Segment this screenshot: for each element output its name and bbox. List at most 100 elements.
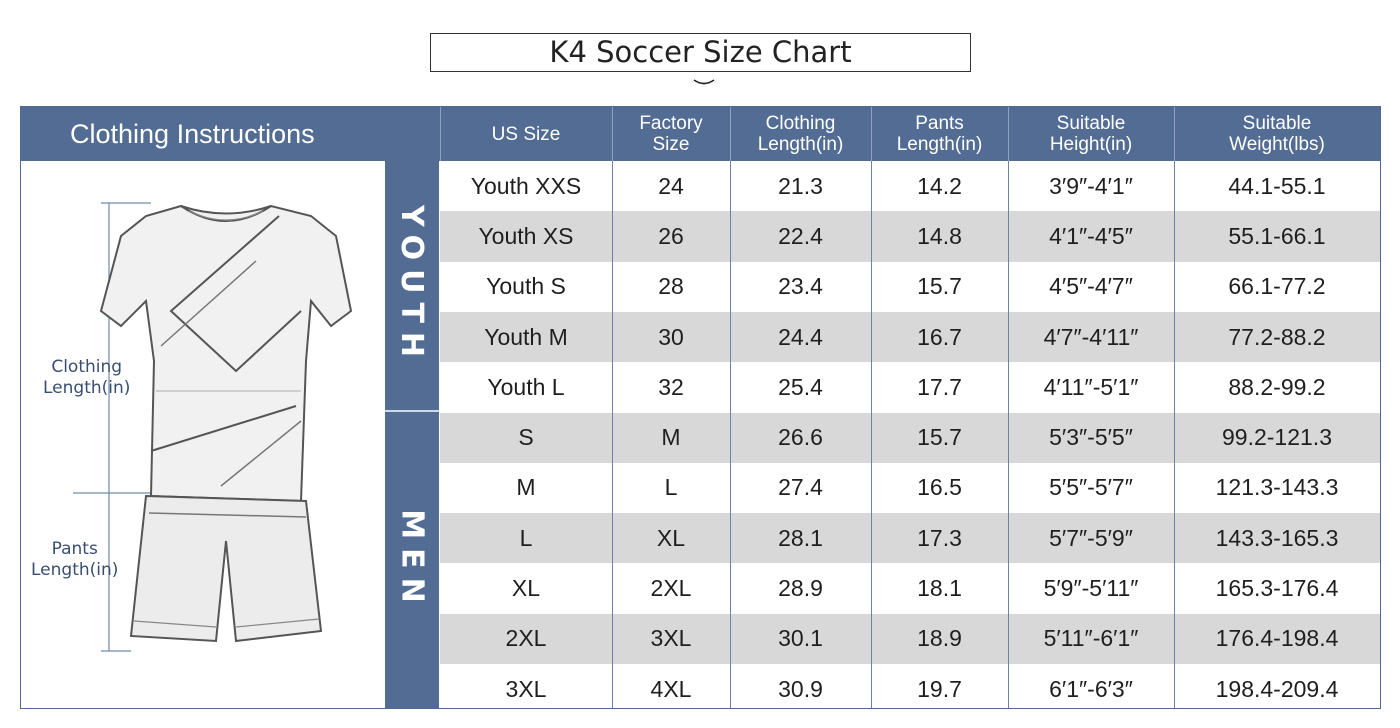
cell-factory-size: 26 bbox=[658, 222, 684, 249]
cell-suitable-weight: 99.2-121.3 bbox=[1222, 424, 1332, 451]
cell-clothing-length: 28.1 bbox=[778, 524, 823, 551]
column-divider bbox=[1008, 161, 1009, 708]
cell-pants-length: 15.7 bbox=[917, 424, 962, 451]
cell-suitable-height: 4′7″-4′11″ bbox=[1043, 323, 1139, 350]
clothing-length-label: Clothing Length(in) bbox=[43, 357, 131, 398]
chart-title: K4 Soccer Size Chart bbox=[430, 33, 971, 72]
cell-us-size: Youth L bbox=[487, 373, 565, 400]
cell-suitable-height: 4′5″-4′7″ bbox=[1049, 273, 1133, 300]
table-row: L XL 28.1 17.3 5′7″-5′9″ 143.3-165.3 bbox=[440, 513, 1380, 564]
cell-suitable-height: 5′3″-5′5″ bbox=[1049, 424, 1133, 451]
cell-suitable-weight: 165.3-176.4 bbox=[1215, 575, 1339, 602]
table-row: 3XL 4XL 30.9 19.7 6′1″-6′3″ 198.4-209.4 bbox=[440, 664, 1380, 714]
header-us-size: US Size bbox=[491, 123, 561, 145]
header-pants-length: Pants Length(in) bbox=[896, 113, 983, 155]
table-row: Youth XS 26 22.4 14.8 4′1″-4′5″ 55.1-66.1 bbox=[440, 211, 1380, 262]
cell-suitable-height: 4′11″-5′1″ bbox=[1043, 373, 1139, 400]
cell-suitable-weight: 176.4-198.4 bbox=[1215, 625, 1339, 652]
cell-us-size: Youth M bbox=[484, 323, 568, 350]
table-row: M L 27.4 16.5 5′5″-5′7″ 121.3-143.3 bbox=[440, 463, 1380, 513]
cell-factory-size: 30 bbox=[658, 323, 684, 350]
cell-us-size: 3XL bbox=[505, 675, 547, 702]
cell-clothing-length: 30.9 bbox=[778, 675, 823, 702]
cell-clothing-length: 22.4 bbox=[778, 222, 823, 249]
cell-factory-size: 3XL bbox=[650, 625, 692, 652]
cell-us-size: Youth XXS bbox=[470, 172, 582, 199]
title-underline-mark bbox=[693, 79, 715, 85]
cell-pants-length: 17.3 bbox=[917, 524, 962, 551]
soccer-kit-sketch bbox=[73, 202, 353, 652]
table-row: Youth L 32 25.4 17.7 4′11″-5′1″ 88.2-99.2 bbox=[440, 362, 1380, 412]
clothing-instructions-heading: Clothing Instructions bbox=[70, 119, 315, 149]
table-row: XL 2XL 28.9 18.1 5′9″-5′11″ 165.3-176.4 bbox=[440, 563, 1380, 613]
header-suitable-weight: Suitable Weight(lbs) bbox=[1229, 113, 1325, 155]
cell-suitable-weight: 55.1-66.1 bbox=[1228, 222, 1326, 249]
table-row: S M 26.6 15.7 5′3″-5′5″ 99.2-121.3 bbox=[440, 412, 1380, 463]
header-clothing-length: Clothing Length(in) bbox=[757, 113, 844, 155]
header-divider bbox=[730, 107, 731, 161]
group-divider bbox=[385, 410, 439, 412]
column-divider bbox=[871, 161, 872, 708]
cell-suitable-height: 5′7″-5′9″ bbox=[1049, 524, 1133, 551]
cell-pants-length: 18.1 bbox=[917, 575, 962, 602]
cell-factory-size: L bbox=[664, 474, 678, 501]
cell-clothing-length: 25.4 bbox=[778, 373, 823, 400]
cell-suitable-height: 6′1″-6′3″ bbox=[1049, 675, 1133, 702]
cell-suitable-weight: 198.4-209.4 bbox=[1215, 675, 1339, 702]
cell-clothing-length: 23.4 bbox=[778, 273, 823, 300]
header-divider bbox=[440, 107, 441, 161]
table-row: Youth M 30 24.4 16.7 4′7″-4′11″ 77.2-88.2 bbox=[440, 311, 1380, 363]
cell-suitable-weight: 121.3-143.3 bbox=[1215, 474, 1339, 501]
cell-suitable-weight: 44.1-55.1 bbox=[1228, 172, 1326, 199]
cell-pants-length: 19.7 bbox=[917, 675, 962, 702]
cell-suitable-height: 4′1″-4′5″ bbox=[1049, 222, 1133, 249]
size-table-frame bbox=[20, 106, 1381, 709]
cell-factory-size: 24 bbox=[658, 172, 684, 199]
group-label-youth: YOUTH bbox=[385, 161, 439, 410]
cell-clothing-length: 30.1 bbox=[778, 625, 823, 652]
cell-us-size: S bbox=[518, 424, 534, 451]
pants-length-label: Pants Length(in) bbox=[31, 539, 119, 580]
cell-pants-length: 14.8 bbox=[917, 222, 962, 249]
cell-clothing-length: 28.9 bbox=[778, 575, 823, 602]
group-label-men: MEN bbox=[385, 412, 439, 708]
cell-suitable-weight: 77.2-88.2 bbox=[1228, 323, 1326, 350]
column-divider bbox=[612, 161, 613, 708]
cell-factory-size: 28 bbox=[658, 273, 684, 300]
cell-suitable-weight: 143.3-165.3 bbox=[1215, 524, 1339, 551]
cell-suitable-height: 5′11″-6′1″ bbox=[1043, 625, 1139, 652]
cell-suitable-weight: 66.1-77.2 bbox=[1228, 273, 1326, 300]
cell-pants-length: 16.5 bbox=[917, 474, 962, 501]
cell-pants-length: 16.7 bbox=[917, 323, 962, 350]
header-divider bbox=[1008, 107, 1009, 161]
cell-pants-length: 15.7 bbox=[917, 273, 962, 300]
cell-factory-size: XL bbox=[656, 524, 686, 551]
cell-clothing-length: 21.3 bbox=[778, 172, 823, 199]
cell-us-size: XL bbox=[511, 575, 541, 602]
cell-suitable-weight: 88.2-99.2 bbox=[1228, 373, 1326, 400]
cell-factory-size: 2XL bbox=[650, 575, 692, 602]
header-divider bbox=[871, 107, 872, 161]
cell-us-size: Youth S bbox=[486, 273, 566, 300]
header-divider bbox=[612, 107, 613, 161]
column-divider bbox=[1174, 161, 1175, 708]
cell-pants-length: 18.9 bbox=[917, 625, 962, 652]
table-row: Youth XXS 24 21.3 14.2 3′9″-4′1″ 44.1-55.1 bbox=[440, 161, 1380, 211]
header-factory-size: Factory Size bbox=[639, 113, 703, 155]
cell-clothing-length: 27.4 bbox=[778, 474, 823, 501]
cell-factory-size: 32 bbox=[658, 373, 684, 400]
table-row: Youth S 28 23.4 15.7 4′5″-4′7″ 66.1-77.2 bbox=[440, 262, 1380, 312]
cell-pants-length: 14.2 bbox=[917, 172, 962, 199]
cell-suitable-height: 3′9″-4′1″ bbox=[1049, 172, 1133, 199]
garment-illustration: Clothing Length(in) Pants Length(in) bbox=[21, 161, 384, 708]
cell-factory-size: M bbox=[661, 424, 681, 451]
cell-suitable-height: 5′9″-5′11″ bbox=[1043, 575, 1139, 602]
header-suitable-height: Suitable Height(in) bbox=[1049, 113, 1133, 155]
table-row: 2XL 3XL 30.1 18.9 5′11″-6′1″ 176.4-198.4 bbox=[440, 613, 1380, 664]
cell-suitable-height: 5′5″-5′7″ bbox=[1049, 474, 1133, 501]
cell-pants-length: 17.7 bbox=[917, 373, 962, 400]
cell-us-size: 2XL bbox=[505, 625, 547, 652]
cell-us-size: M bbox=[516, 474, 536, 501]
column-divider bbox=[730, 161, 731, 708]
cell-clothing-length: 24.4 bbox=[778, 323, 823, 350]
